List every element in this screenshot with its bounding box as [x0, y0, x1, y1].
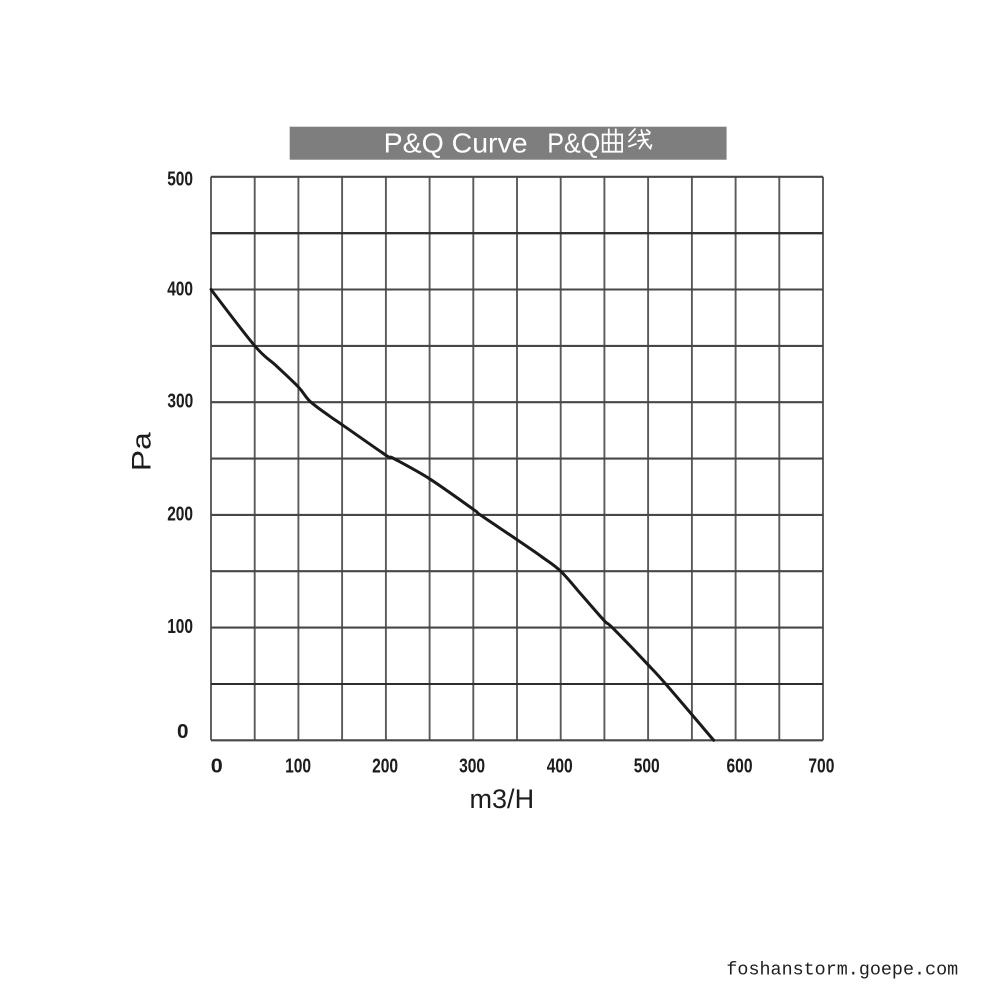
svg-text:0: 0: [177, 721, 189, 743]
svg-text:foshanstorm.goepe.com: foshanstorm.goepe.com: [726, 960, 958, 981]
svg-text:P&Q Curve: P&Q Curve: [384, 127, 528, 158]
svg-text:300: 300: [459, 756, 485, 778]
svg-text:700: 700: [808, 756, 834, 778]
svg-text:100: 100: [167, 616, 193, 638]
svg-text:500: 500: [634, 756, 660, 778]
svg-text:Pa: Pa: [127, 431, 157, 471]
svg-text:100: 100: [285, 756, 311, 778]
svg-text:400: 400: [167, 279, 193, 301]
svg-text:0: 0: [211, 756, 223, 778]
svg-text:400: 400: [547, 756, 573, 778]
svg-text:300: 300: [167, 391, 193, 413]
svg-text:500: 500: [167, 168, 193, 190]
svg-text:P&Q: P&Q: [547, 127, 600, 158]
svg-text:200: 200: [167, 504, 193, 526]
svg-text:m3/H: m3/H: [470, 784, 535, 814]
svg-text:200: 200: [372, 756, 398, 778]
svg-text:600: 600: [727, 756, 753, 778]
